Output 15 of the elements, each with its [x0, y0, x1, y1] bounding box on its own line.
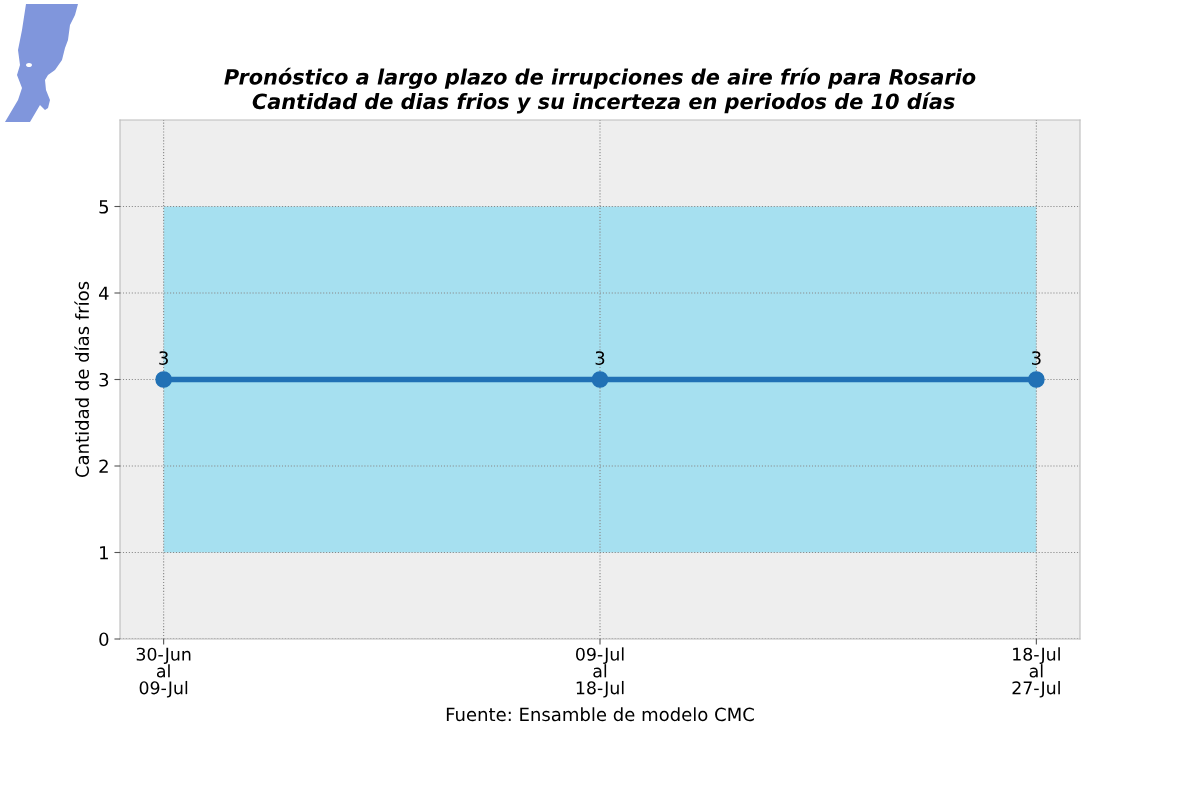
y-tick-label: 5: [99, 200, 109, 214]
y-tick-label: 1: [100, 546, 108, 560]
x-tick-label: 18-Jul al 27-Jul: [1012, 647, 1060, 698]
x-tick-label: 09-Jul al 18-Jul: [576, 647, 624, 698]
data-label: 3: [595, 351, 605, 365]
x-tick-label: 30-Jun al 09-Jul: [136, 647, 191, 698]
y-axis-title: Cantidad de días fríos: [74, 281, 90, 478]
y-tick-label: 0: [99, 632, 109, 647]
y-tick-label: 2: [99, 459, 108, 473]
y-tick-label: 3: [99, 372, 109, 387]
y-tick-label: 4: [98, 286, 109, 300]
source-note: Fuente: Ensamble de modelo CMC: [446, 707, 754, 722]
data-label: 3: [1032, 351, 1041, 365]
chart-title: Pronóstico a largo plazo de irrupciones de aire frío para Rosario Cantidad de dias frios y su incerteza en periodos de 10 días: [224, 67, 976, 114]
data-label: 3: [159, 351, 168, 365]
